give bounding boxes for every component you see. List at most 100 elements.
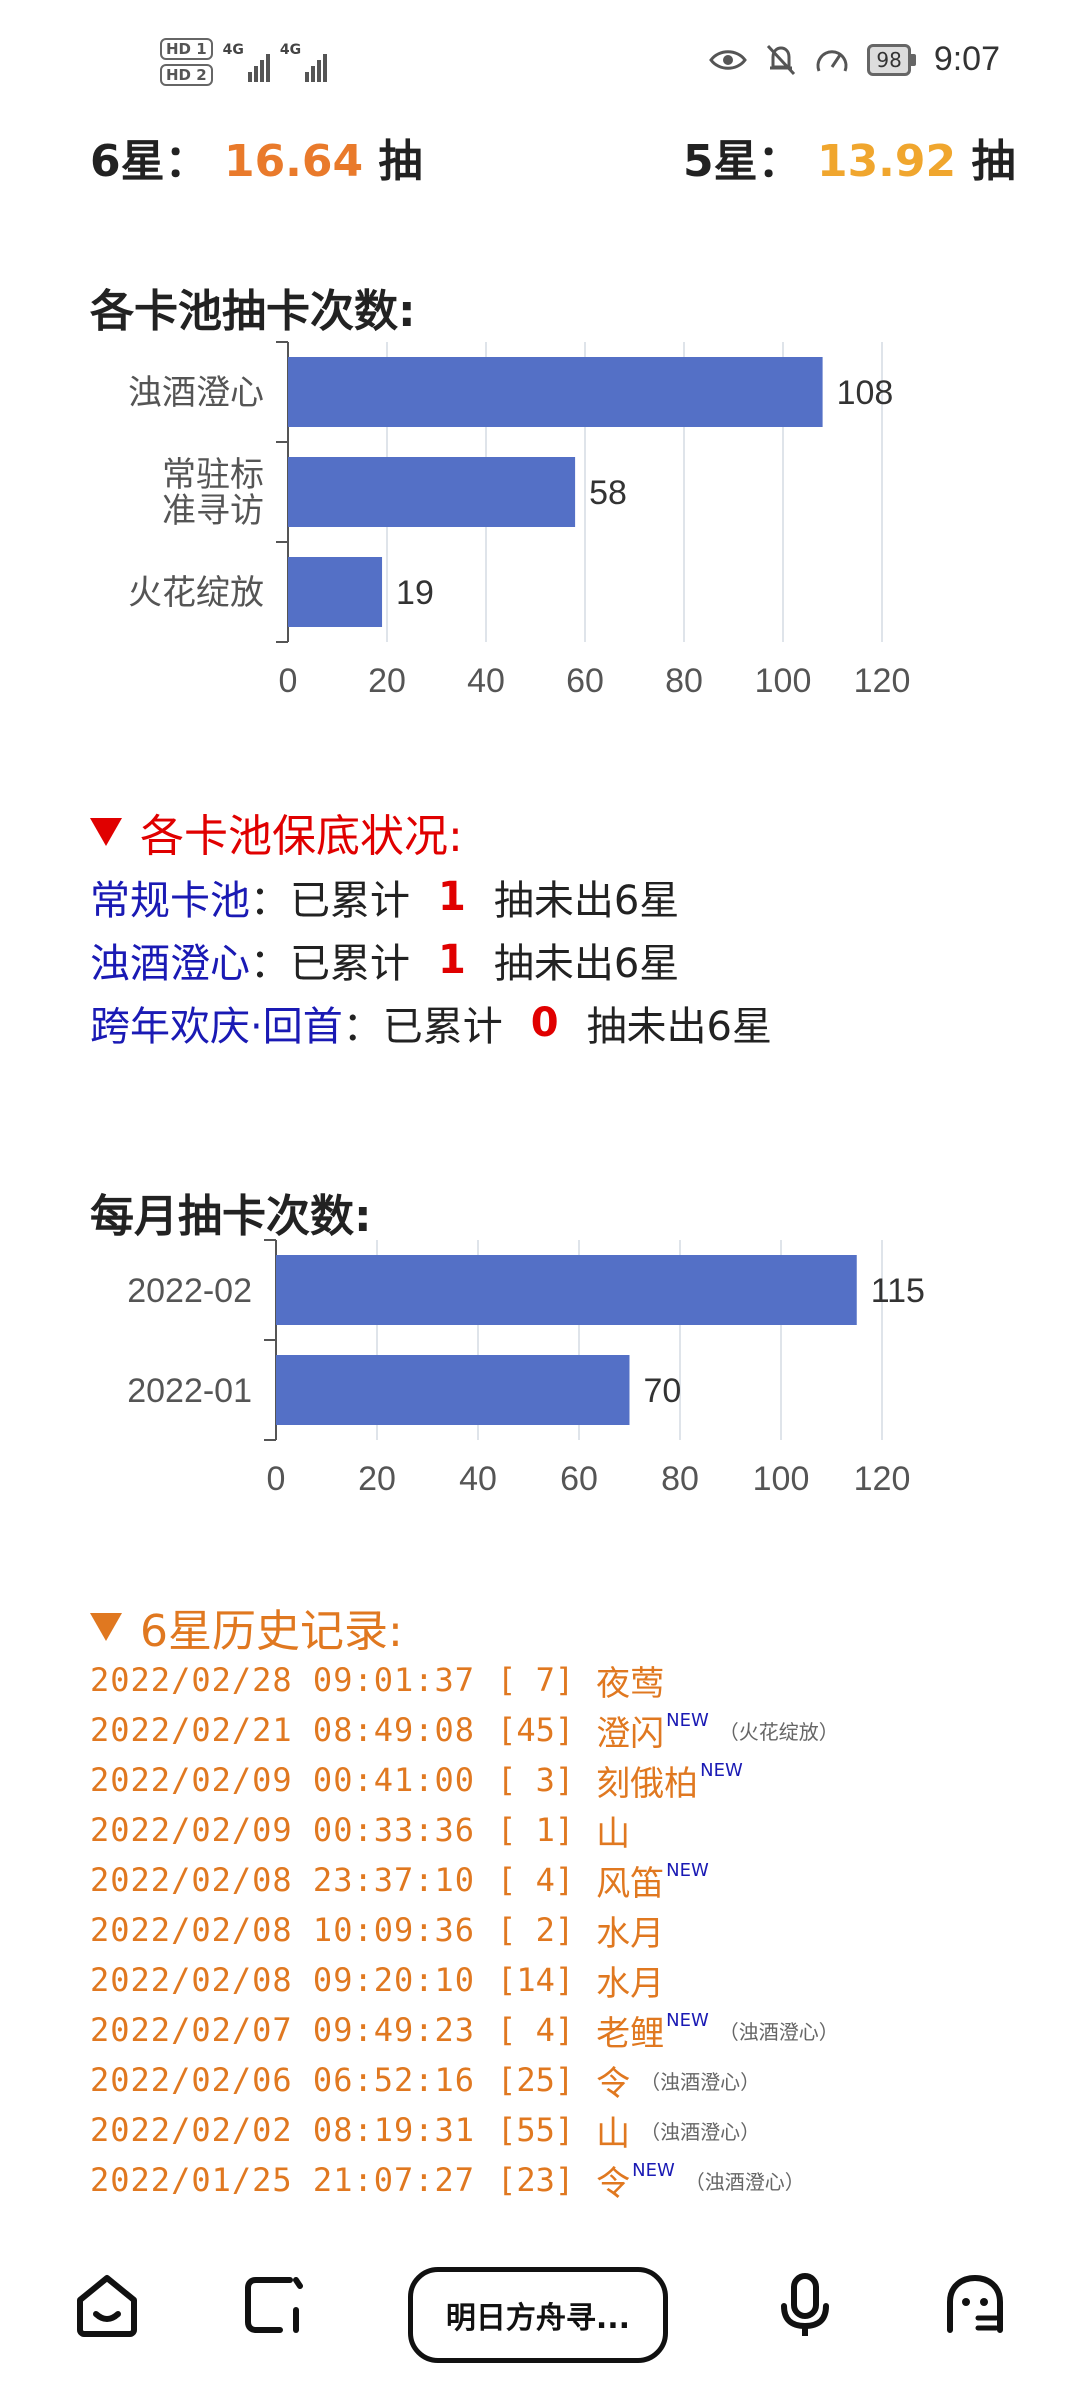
- history-pull-count: [55]: [497, 2111, 575, 2149]
- x-tick-label: 80: [661, 1460, 699, 1498]
- x-tick-label: 60: [566, 662, 604, 700]
- bar-value-label: 108: [837, 374, 894, 412]
- category-label: 2022-02: [127, 1272, 252, 1310]
- history-pull-count: [14]: [497, 1961, 575, 1999]
- history-row: 2022/01/25 21:07:27 [23] 令 NEW （浊酒澄心）: [90, 2155, 1050, 2205]
- history-row: 2022/02/21 08:49:08 [45] 澄闪 NEW （火花绽放）: [90, 1705, 1050, 1755]
- five-star-average: 5星： 13.92 抽: [683, 125, 1015, 189]
- history-row: 2022/02/02 08:19:31 [55] 山 （浊酒澄心）: [90, 2105, 1050, 2155]
- history-operator-name: 令: [596, 2063, 631, 2104]
- home-icon[interactable]: [72, 2270, 142, 2340]
- speed-icon: [816, 49, 848, 72]
- history-operator-name: 澄闪: [596, 1713, 665, 1754]
- eye-icon: [709, 49, 748, 70]
- pity-tail: 抽未出6星: [493, 941, 680, 987]
- six-star-average: 6星： 16.64 抽: [90, 125, 422, 189]
- pity-label: 已累计: [290, 878, 410, 924]
- pity-label: 已累计: [382, 1004, 503, 1050]
- category-label: 浊酒澄心: [128, 374, 264, 412]
- x-tick-label: 100: [755, 662, 812, 700]
- signal-2-icon: 4G: [279, 42, 328, 82]
- five-star-label: 5星：: [683, 136, 802, 187]
- bar-value-label: 115: [871, 1272, 925, 1310]
- history-pool-name: （火花绽放）: [718, 1719, 839, 1744]
- pity-pool-name: 常规卡池: [90, 878, 250, 924]
- pity-colon: ：: [250, 878, 290, 924]
- history-pool-name: （浊酒澄心）: [640, 2119, 761, 2144]
- history-pull-count: [ 4]: [497, 2011, 575, 2049]
- history-row: 2022/02/08 23:37:10 [ 4] 风笛 NEW: [90, 1855, 1050, 1905]
- history-datetime: 2022/02/21 08:49:08: [90, 1711, 476, 1749]
- history-datetime: 2022/02/02 08:19:31: [90, 2111, 476, 2149]
- history-pull-count: [23]: [497, 2161, 575, 2199]
- history-row: 2022/02/09 00:41:00 [ 3] 刻俄柏 NEW: [90, 1755, 1050, 1805]
- history-operator-name: 水月: [596, 1963, 665, 2004]
- pool-chart-title: 各卡池抽卡次数:: [90, 286, 416, 337]
- history-pull-count: [ 7]: [497, 1661, 575, 1699]
- history-operator-name: 山: [596, 1813, 631, 1854]
- collapse-triangle-icon: [90, 1613, 122, 1641]
- history-datetime: 2022/01/25 21:07:27: [90, 2161, 476, 2199]
- signal-2-label: 4G: [279, 42, 302, 58]
- signal-1-icon: 4G: [223, 42, 270, 82]
- history-row: 2022/02/09 00:33:36 [ 1] 山: [90, 1805, 1050, 1855]
- x-tick-label: 120: [854, 1460, 911, 1498]
- tabs-icon[interactable]: [238, 2270, 308, 2340]
- bar: [276, 1355, 630, 1425]
- history-pool-name: （浊酒澄心）: [718, 2019, 839, 2044]
- history-datetime: 2022/02/09 00:33:36: [90, 1811, 476, 1849]
- battery-level: 98: [867, 43, 911, 76]
- pity-pool-name: 跨年欢庆·回首: [90, 1004, 343, 1050]
- pity-title-text: 各卡池保底状况:: [140, 811, 463, 862]
- history-list: 2022/02/28 09:01:37[ 7] 夜莺 2022/02/21 08:4…: [90, 1655, 1050, 2205]
- battery-icon: 98: [867, 43, 916, 76]
- mic-icon[interactable]: [770, 2270, 840, 2340]
- history-row: 2022/02/07 09:49:23 [ 4] 老鲤 NEW （浊酒澄心）: [90, 2005, 1050, 2055]
- pity-label: 已累计: [290, 941, 410, 987]
- network-indicators: HD 1 HD 2 4G 4G: [160, 38, 328, 86]
- bell-muted-icon: [767, 44, 796, 75]
- x-tick-label: 60: [560, 1460, 598, 1498]
- pity-count: 1: [438, 874, 466, 920]
- new-badge: NEW: [666, 1859, 709, 1881]
- pity-pool-name: 浊酒澄心: [90, 941, 250, 987]
- pity-count: 0: [530, 1000, 559, 1046]
- history-section-title[interactable]: 6星历史记录:: [90, 1595, 403, 1659]
- history-datetime: 2022/02/08 23:37:10: [90, 1861, 476, 1899]
- history-title-text: 6星历史记录:: [140, 1606, 403, 1657]
- history-pull-count: [ 3]: [497, 1761, 575, 1799]
- five-star-unit: 抽: [971, 136, 1016, 187]
- category-label: 常驻标: [162, 456, 264, 494]
- robot-face-icon[interactable]: [940, 2270, 1010, 2340]
- x-tick-label: 0: [267, 1460, 286, 1498]
- history-datetime: 2022/02/06 06:52:16: [90, 2061, 476, 2099]
- bar: [276, 1255, 857, 1325]
- x-tick-label: 80: [665, 662, 703, 700]
- category-label: 准寻访: [162, 492, 264, 530]
- six-star-value: 16.64: [223, 136, 364, 187]
- x-tick-label: 100: [753, 1460, 810, 1498]
- x-tick-label: 120: [854, 662, 911, 700]
- pity-colon: ：: [342, 1004, 383, 1050]
- history-operator-name: 水月: [596, 1913, 665, 1954]
- bar: [288, 557, 383, 627]
- x-tick-label: 20: [358, 1460, 396, 1498]
- history-datetime: 2022/02/08 10:09:36: [90, 1911, 476, 1949]
- current-page-button[interactable]: 明日方舟寻...: [408, 2267, 668, 2363]
- month-chart: 0 20 40 60 80 100 120 115 2022-02 70 2022-01: [127, 1239, 925, 1498]
- pity-row: 跨年欢庆·回首 ： 已累计 0 抽未出6星: [90, 994, 772, 1052]
- pity-row: 浊酒澄心 ： 已累计 1 抽未出6星: [90, 931, 679, 989]
- five-star-value: 13.92: [816, 136, 957, 187]
- pity-tail: 抽未出6星: [493, 878, 680, 924]
- history-datetime: 2022/02/07 09:49:23: [90, 2011, 476, 2049]
- history-row: 2022/02/08 09:20:10 [14] 水月: [90, 1955, 1050, 2005]
- history-operator-name: 夜莺: [596, 1663, 665, 1704]
- history-operator-name: 令: [596, 2163, 631, 2204]
- history-operator-name: 风笛: [596, 1863, 665, 1904]
- x-tick-label: 40: [467, 662, 505, 700]
- history-pull-count: [ 1]: [497, 1811, 575, 1849]
- hd-indicator: HD 1 HD 2: [160, 38, 213, 86]
- pity-section-title[interactable]: 各卡池保底状况:: [90, 800, 463, 864]
- history-datetime: 2022/02/08 09:20:10: [90, 1961, 476, 1999]
